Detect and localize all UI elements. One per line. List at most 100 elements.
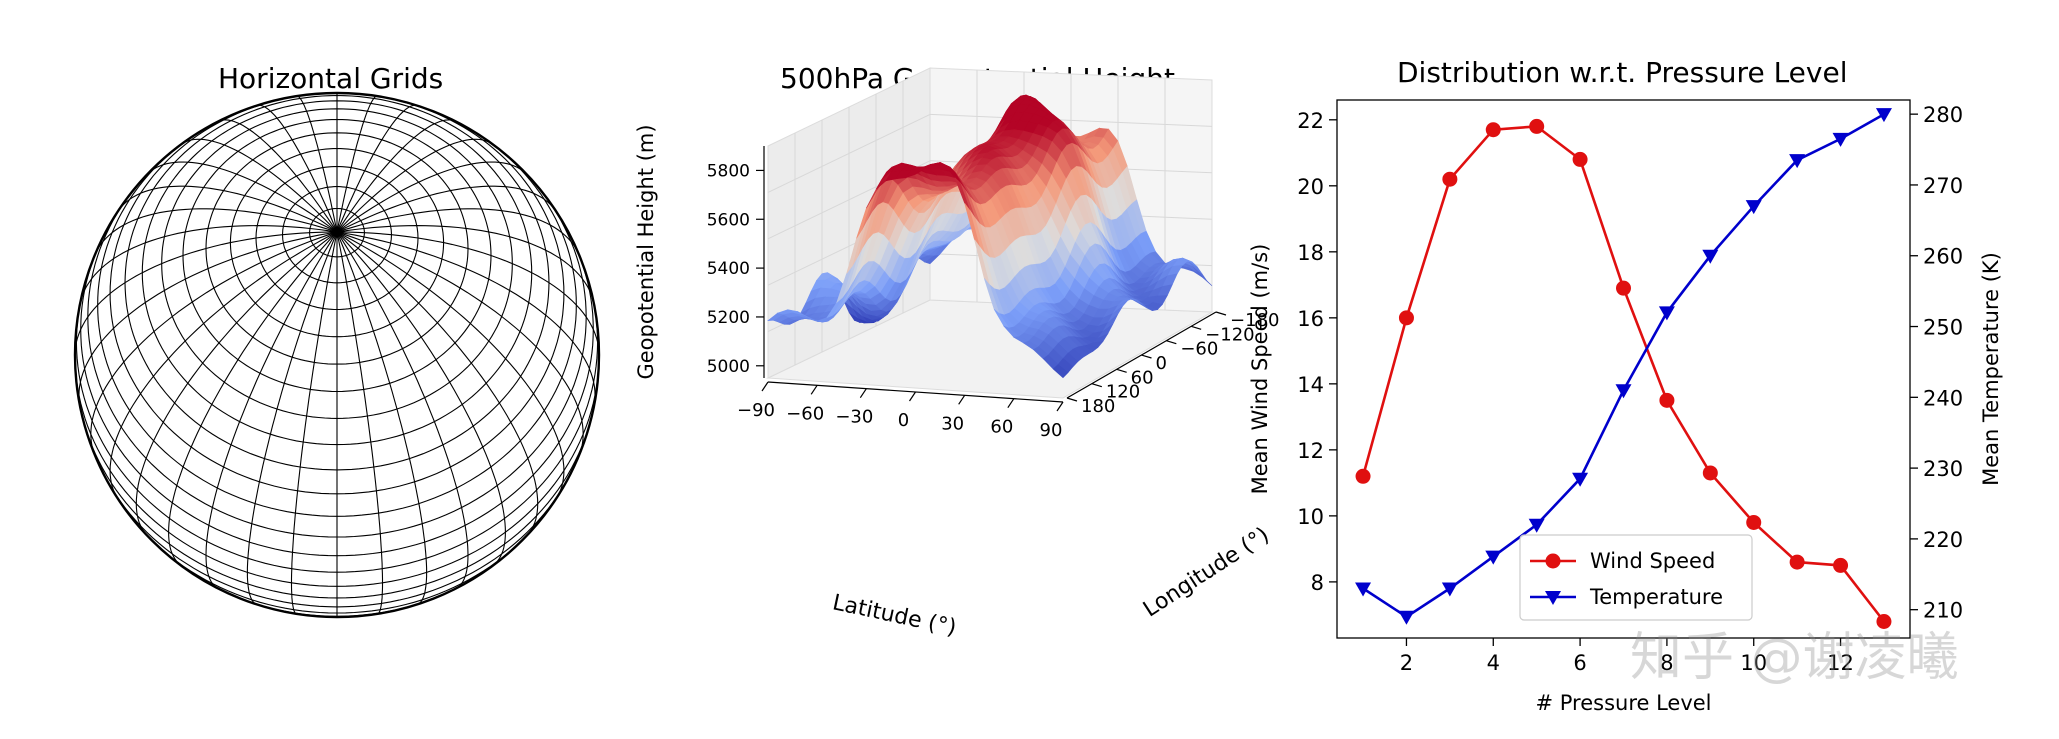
z-tick-label: 5200 <box>707 308 750 328</box>
data-point <box>1702 465 1718 481</box>
y-tick-label: 16 <box>1297 307 1324 331</box>
y-tick-label: 22 <box>1297 109 1324 133</box>
line-chart: 2 4 6 8 10 12 8 10 12 14 16 18 20 22 210 220 230 240 250 26… <box>1250 99 2003 715</box>
x-tick-label: 12 <box>1827 651 1854 675</box>
longitude-line <box>94 208 338 256</box>
longitude-line <box>336 231 506 566</box>
data-point <box>1615 384 1632 399</box>
data-point <box>1746 514 1762 530</box>
legend-label: Temperature <box>1589 585 1723 609</box>
x-tick-label: −30 <box>835 407 873 428</box>
y-tick-label: −60 <box>1180 339 1218 360</box>
longitude-line <box>336 231 428 605</box>
longitude-line <box>336 231 600 356</box>
data-point <box>1529 118 1545 134</box>
longitude-line <box>296 95 338 233</box>
y-tick-label: 10 <box>1297 505 1324 529</box>
data-point <box>1875 108 1892 123</box>
x-tick <box>958 395 966 405</box>
data-point <box>1485 122 1501 138</box>
x-tick <box>1056 401 1064 412</box>
globe-lines <box>73 91 601 619</box>
longitude-line <box>74 231 338 356</box>
y-tick <box>1116 368 1127 373</box>
x-tick <box>810 385 818 395</box>
legend-box <box>1519 534 1753 621</box>
z-tick-label: 5600 <box>707 210 750 230</box>
legend: Wind Speed Temperature <box>1519 534 1753 621</box>
x-tick-label: 6 <box>1573 651 1586 675</box>
longitude-line <box>336 185 558 233</box>
y-tick-label: 180 <box>1081 396 1115 417</box>
data-point <box>1702 249 1719 264</box>
x-axis-label: # Pressure Level <box>1535 691 1711 715</box>
y-tick-label: 14 <box>1297 373 1324 397</box>
y-tick-label: 120 <box>1106 382 1140 403</box>
data-point <box>1833 557 1849 573</box>
y2-tick-label: 250 <box>1923 316 1963 340</box>
y2-tick-label: 230 <box>1923 457 1963 481</box>
line-title: Distribution w.r.t. Pressure Level <box>1397 56 1848 89</box>
data-point <box>1355 468 1371 484</box>
y-tick <box>1091 383 1103 388</box>
longitude-line <box>336 225 595 307</box>
y-tick-label: −180 <box>1230 310 1279 331</box>
y-tick <box>1190 325 1202 330</box>
longitude-line <box>90 231 338 455</box>
line-axes <box>1329 99 1918 646</box>
longitude-line <box>256 104 338 233</box>
plot-frame <box>1336 99 1911 639</box>
longitude-line <box>336 231 539 538</box>
longitude-line <box>336 161 529 233</box>
surface-plot: 5000 5200 5400 5600 5800 −90 −60 −30 0 30 60 90 −180… <box>634 67 1279 641</box>
x-tick-label: 0 <box>898 410 909 431</box>
globe-outline <box>73 91 601 619</box>
surface-mesh <box>767 94 1213 379</box>
longitude-line <box>180 138 338 233</box>
z-tick-label: 5000 <box>707 357 750 377</box>
y-tick-label: 60 <box>1131 367 1154 388</box>
longitude-line <box>336 104 418 233</box>
globe-panel: Horizontal Grids <box>0 0 680 739</box>
longitude-line <box>336 231 384 615</box>
legend-label: Wind Speed <box>1590 549 1715 573</box>
longitude-line <box>336 231 584 455</box>
y2-tick-label: 220 <box>1923 528 1963 552</box>
y2-axis-label: Mean Temperature (K) <box>1979 252 2003 486</box>
y-tick-label: 12 <box>1297 439 1324 463</box>
longitude-line <box>336 208 580 256</box>
y-tick <box>1215 311 1227 316</box>
x-tick-label: −90 <box>737 400 775 421</box>
legend-marker <box>1545 591 1561 605</box>
y-axis-label: Mean Wind Speed (m/s) <box>1250 244 1272 495</box>
surface-panel: 500hPa Geopotential Height 5000520054005… <box>620 0 1340 739</box>
y-tick <box>1141 354 1152 359</box>
data-point <box>1572 472 1589 487</box>
y2-tick-label: 260 <box>1923 245 1963 269</box>
x-tick-label: 30 <box>941 413 964 434</box>
data-point <box>1616 280 1631 296</box>
y2-tick-label: 280 <box>1923 103 1963 127</box>
x-tick <box>1007 398 1015 408</box>
x-tick <box>761 381 769 392</box>
y2-tick-label: 210 <box>1923 599 1963 623</box>
data-point <box>1658 306 1675 321</box>
data-point <box>1398 610 1415 625</box>
y2-tick-label: 240 <box>1923 386 1963 410</box>
gridline <box>929 113 1213 127</box>
data-point <box>1355 582 1372 597</box>
x-tick-label: 10 <box>1740 651 1767 675</box>
surface-axes <box>756 146 1227 412</box>
longitude-line <box>205 231 338 589</box>
z-axis-label: Geopotential Height (m) <box>634 124 658 379</box>
longitude-line <box>116 185 338 233</box>
x-tick-label: 2 <box>1400 651 1413 675</box>
longitude-line <box>290 231 338 615</box>
longitude-line <box>336 95 378 233</box>
data-point <box>1398 310 1414 326</box>
longitude-line <box>336 231 469 589</box>
data-point <box>1572 151 1588 167</box>
data-point <box>1745 200 1762 215</box>
data-point <box>1659 392 1675 408</box>
x-tick-label: 60 <box>990 417 1013 438</box>
